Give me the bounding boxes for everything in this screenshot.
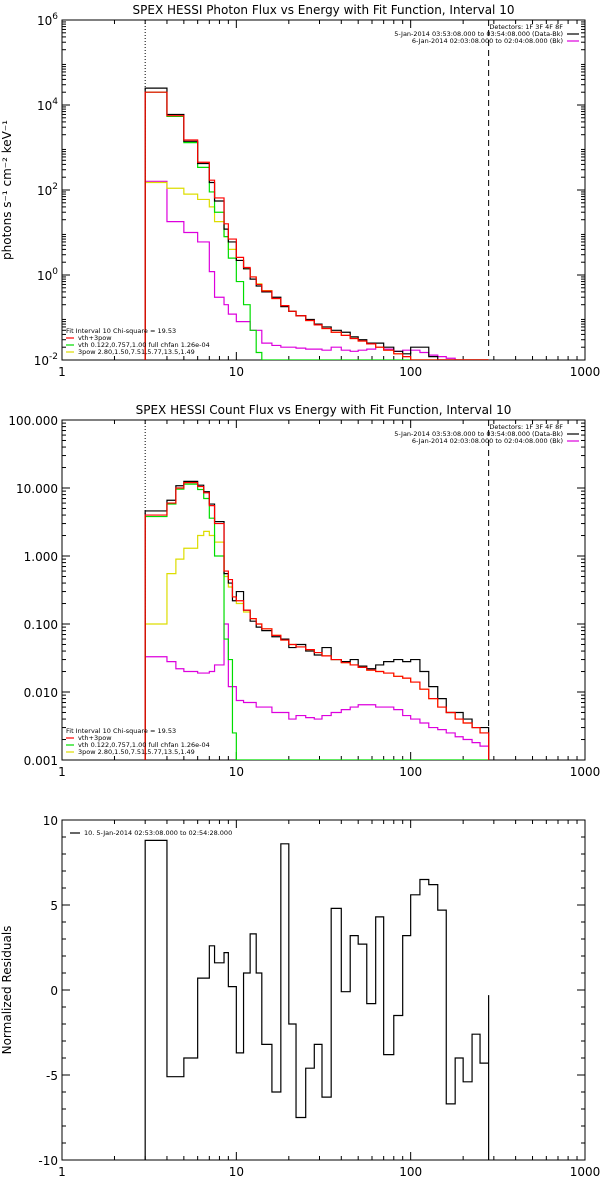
chart-1-legend-bl-item: vth 0.122,0.757,1.00 full chfan 1.26e-04	[78, 341, 210, 349]
chart-1-series-bpow	[144, 181, 489, 360]
chart-1-legend-tr-item: 5-Jan-2014 03:53:08.000 to 03:54:08.000 …	[394, 30, 563, 38]
chart-3-ylabel: Normalized Residuals	[0, 926, 14, 1055]
chart-2-legend-tr-item: 6-Jan-2014 02:03:08.000 to 02:04:08.000 …	[412, 437, 563, 445]
chart-1: SPEX HESSI Photon Flux vs Energy with Fi…	[0, 3, 600, 379]
chart-2-ytick-label: 0.100	[24, 618, 58, 632]
chart-3-ytick-label: 0	[50, 984, 58, 998]
chart-1-ytick-label: 100	[37, 267, 58, 283]
chart-2-xtick-label: 10	[229, 765, 244, 779]
chart-2-ytick-label: 0.001	[24, 754, 58, 768]
chart-2-series-bpow	[144, 530, 490, 760]
chart-3-series-data	[144, 839, 490, 1160]
chart-1-xtick-label: 1	[58, 365, 66, 379]
chart-1-series-background	[144, 180, 489, 360]
chart-1-xtick-label: 1000	[570, 365, 600, 379]
chart-2-ytick-label: 10.000	[16, 482, 58, 496]
chart-1-title: SPEX HESSI Photon Flux vs Energy with Fi…	[133, 3, 515, 17]
chart-1-ylabel: photons s⁻¹ cm⁻² keV⁻¹	[0, 120, 14, 260]
chart-2-legend-tr-item: 5-Jan-2014 03:53:08.000 to 03:54:08.000 …	[394, 430, 563, 438]
chart-3-ytick-label: -10	[38, 1154, 58, 1168]
chart-2-xtick-label: 100	[399, 765, 422, 779]
chart-1-series-vth	[144, 91, 489, 360]
chart-2-legend-bl-item: Fit Interval 10 Chi-square = 19.53	[66, 727, 176, 735]
chart-1-ytick-label: 102	[37, 182, 58, 198]
chart-3-xtick-label: 10	[229, 1165, 244, 1179]
chart-2-series-data	[144, 480, 490, 760]
chart-3: Normalized Residuals 1 10 100 1000 10 5 0 -5 -10 1…	[0, 814, 600, 1179]
chart-1-legend-bl-item: 3pow 2.80,1.50,7.51,5.77,13.5,1.49	[78, 348, 195, 356]
chart-1-ytick-label: 104	[37, 97, 58, 113]
chart-1-frame	[61, 19, 586, 361]
chart-2-series-vth	[144, 483, 489, 760]
chart-2-series-total	[144, 482, 490, 760]
chart-3-ytick-label: 10	[43, 814, 58, 828]
chart-1-legend-bl-item: vth+3pow	[78, 334, 112, 342]
chart-3-xtick-label: 100	[399, 1165, 422, 1179]
chart-1-legend-tr-item: 6-Jan-2014 02:03:08.000 to 02:04:08.000 …	[412, 37, 563, 45]
chart-3-frame	[61, 819, 586, 1161]
chart-2-ytick-label: 1.000	[24, 550, 58, 564]
chart-1-legend-bl-item: Fit Interval 10 Chi-square = 19.53	[66, 327, 176, 335]
chart-3-ytick-label: 5	[50, 899, 58, 913]
chart-1-xtick-label: 10	[229, 365, 244, 379]
chart-2-legend-bl-item: vth+3pow	[78, 734, 112, 742]
chart-2-legend-bl-item: 3pow 2.80,1.50,7.51,5.77,13.5,1.49	[78, 748, 195, 756]
chart-1-series-total	[144, 91, 489, 360]
chart-2-frame	[61, 419, 586, 761]
chart-2: SPEX HESSI Count Flux vs Energy with Fit…	[8, 403, 600, 779]
chart-3-xtick-label: 1000	[570, 1165, 600, 1179]
chart-3-legend-item: 10. 5-Jan-2014 02:53:08.000 to 02:54:28.…	[84, 829, 232, 837]
chart-2-title: SPEX HESSI Count Flux vs Energy with Fit…	[136, 403, 512, 417]
chart-1-legend-tr-item: Detectors: 1F 3F 4F 8F	[489, 23, 563, 31]
chart-3-ytick-label: -5	[46, 1069, 58, 1083]
chart-1-ytick-label: 106	[37, 12, 58, 28]
chart-2-legend-tr-item: Detectors: 1F 3F 4F 8F	[489, 423, 563, 431]
chart-2-ytick-label: 100.000	[8, 414, 58, 428]
chart-2-xtick-label: 1000	[570, 765, 600, 779]
chart-1-ytick-label: 10-2	[34, 352, 58, 368]
chart-2-series-background	[144, 623, 490, 760]
chart-2-legend-bl-item: vth 0.122,0.757,1.00 full chfan 1.26e-04	[78, 741, 210, 749]
chart-2-ytick-label: 0.010	[24, 686, 58, 700]
chart-1-xtick-label: 100	[399, 365, 422, 379]
chart-2-xtick-label: 1	[58, 765, 66, 779]
chart-1-series-data	[144, 87, 489, 360]
chart-3-xtick-label: 1	[58, 1165, 66, 1179]
